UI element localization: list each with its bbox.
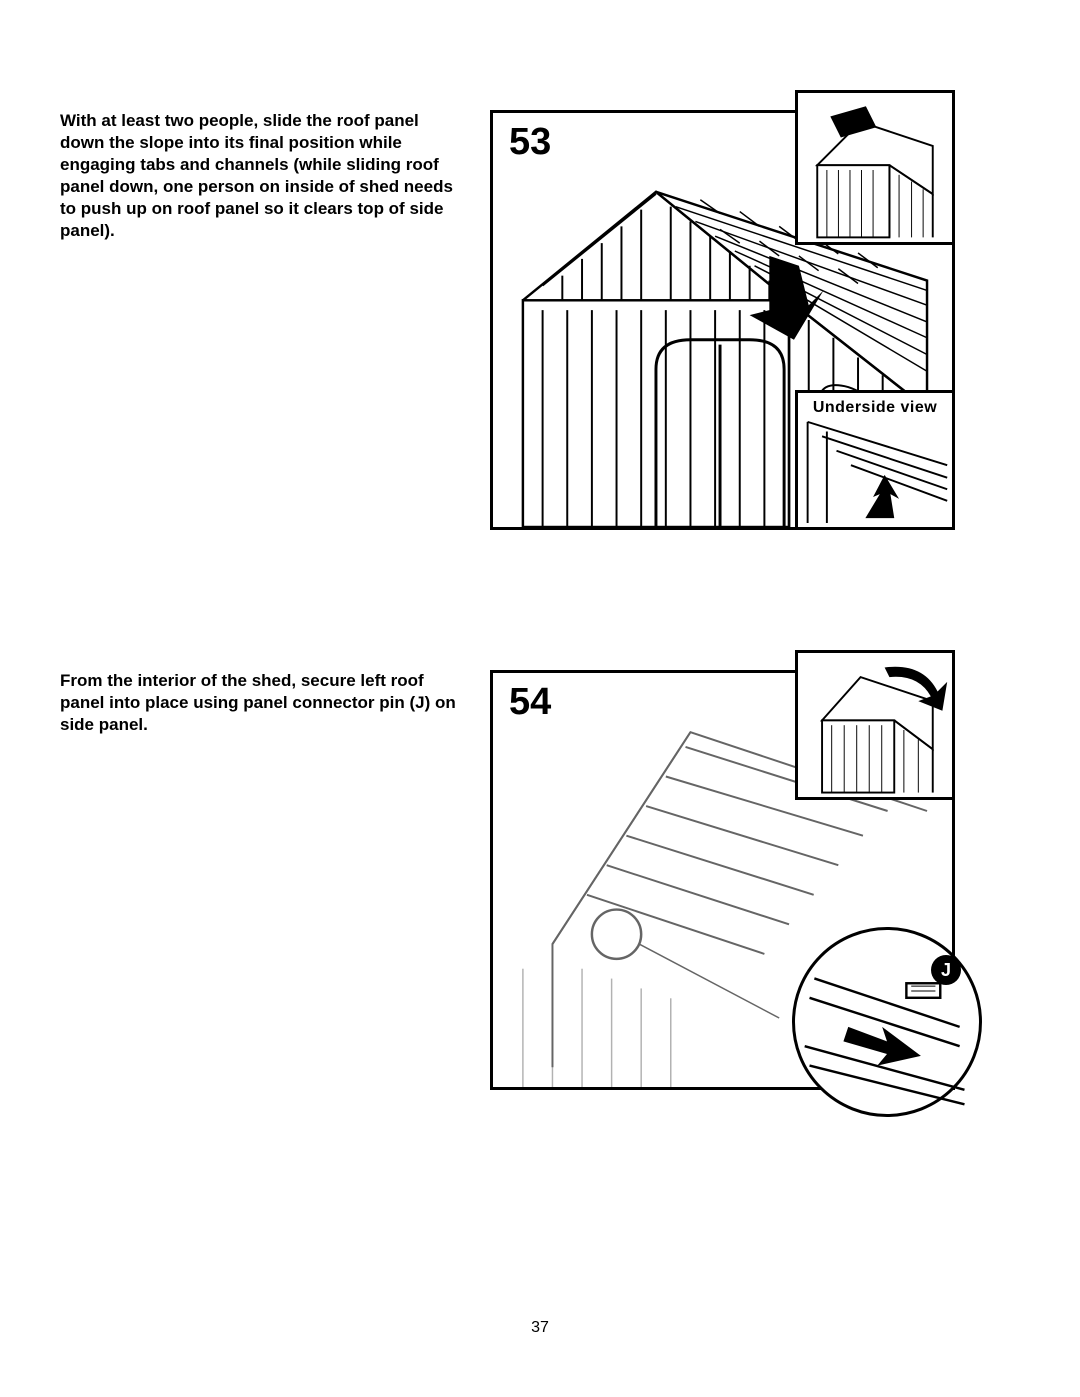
step-54-instruction: From the interior of the shed, secure le… bbox=[60, 670, 460, 736]
step-54-diagram: 54 bbox=[490, 670, 955, 1090]
step-54-number: 54 bbox=[505, 681, 555, 724]
step-53-diagram: 53 bbox=[490, 110, 955, 530]
mini-shed-icon bbox=[798, 93, 952, 242]
step-53-number: 53 bbox=[505, 121, 555, 164]
step-53-instruction: With at least two people, slide the roof… bbox=[60, 110, 460, 243]
step-54-overview-inset bbox=[795, 650, 955, 800]
step-53-overview-inset bbox=[795, 90, 955, 245]
part-j-badge: J bbox=[931, 955, 961, 985]
underside-view-label: Underside view bbox=[798, 399, 952, 417]
instruction-page: With at least two people, slide the roof… bbox=[50, 50, 1030, 1347]
step-53-underside-inset: Underside view bbox=[795, 390, 955, 530]
page-number: 37 bbox=[50, 1319, 1030, 1337]
mini-shed-rotate-icon bbox=[798, 653, 952, 797]
step-54-detail-circle: J bbox=[792, 927, 982, 1117]
